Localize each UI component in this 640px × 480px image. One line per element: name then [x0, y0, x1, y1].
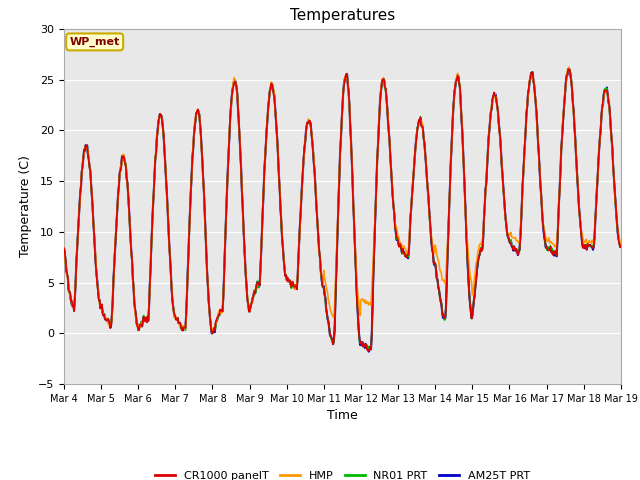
- X-axis label: Time: Time: [327, 409, 358, 422]
- Title: Temperatures: Temperatures: [290, 9, 395, 24]
- Y-axis label: Temperature (C): Temperature (C): [19, 156, 33, 257]
- Legend: CR1000 panelT, HMP, NR01 PRT, AM25T PRT: CR1000 panelT, HMP, NR01 PRT, AM25T PRT: [150, 466, 534, 480]
- Text: WP_met: WP_met: [70, 37, 120, 47]
